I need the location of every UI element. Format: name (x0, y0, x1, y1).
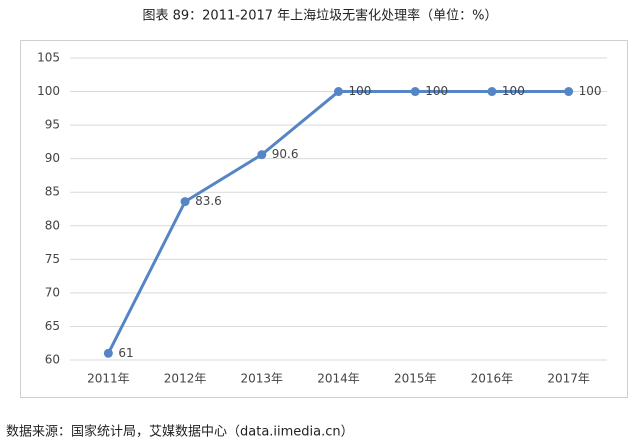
data-label: 100 (425, 84, 448, 98)
data-label: 90.6 (272, 147, 299, 161)
x-tick-label: 2014年 (317, 372, 360, 386)
data-point (334, 87, 343, 97)
data-point (180, 197, 190, 207)
x-tick-label: 2017年 (547, 372, 590, 386)
data-label: 100 (579, 84, 602, 98)
y-tick-label: 75 (45, 252, 60, 266)
y-tick-label: 65 (45, 319, 60, 333)
data-point (410, 87, 420, 97)
data-label: 83.6 (195, 194, 222, 208)
y-tick-label: 105 (37, 51, 60, 65)
y-tick-label: 60 (45, 353, 60, 367)
data-point (103, 348, 113, 358)
x-tick-label: 2012年 (164, 372, 207, 386)
y-tick-label: 85 (45, 185, 60, 199)
chart-frame (20, 40, 628, 398)
y-tick-label: 100 (37, 84, 60, 98)
x-tick-label: 2013年 (241, 372, 284, 386)
x-tick-label: 2015年 (394, 372, 437, 386)
y-tick-label: 90 (45, 151, 60, 165)
data-label: 61 (118, 346, 133, 360)
x-tick-label: 2011年 (87, 372, 130, 386)
data-point (487, 87, 497, 97)
source-note: 数据来源：国家统计局，艾媒数据中心（data.iimedia.cn） (6, 424, 354, 440)
data-point (257, 150, 267, 160)
x-tick-label: 2016年 (471, 372, 514, 386)
data-label: 100 (349, 84, 372, 98)
y-tick-label: 95 (45, 118, 60, 132)
chart-title: 图表 89：2011-2017 年上海垃圾无害化处理率（单位：%） (142, 8, 497, 24)
data-point (564, 87, 574, 97)
data-line (107, 90, 569, 354)
y-tick-label: 80 (45, 218, 60, 232)
y-tick-label: 70 (45, 285, 60, 299)
data-label: 100 (502, 84, 525, 98)
